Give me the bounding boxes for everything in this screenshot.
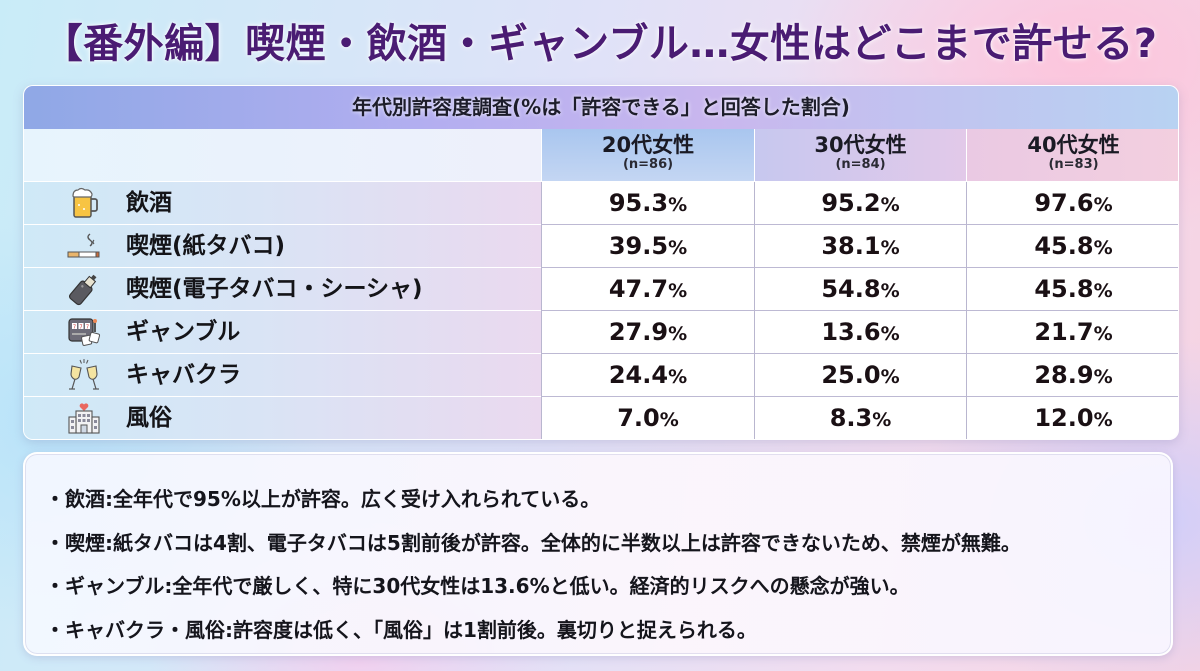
value-cell-20s: 7.0% — [541, 395, 754, 439]
value-cell-30s: 95.2% — [754, 182, 966, 225]
column-label: 40代女性 — [1027, 133, 1120, 157]
value-cell-30s: 8.3% — [754, 395, 966, 439]
value-cell-20s: 95.3% — [541, 182, 754, 225]
row-label: 喫煙(紙タバコ) — [126, 233, 286, 259]
row-label: ギャンブル — [126, 319, 241, 345]
value-cell-20s: 24.4% — [541, 352, 754, 397]
row-label: キャバクラ — [126, 362, 241, 388]
column-header-blank — [24, 129, 541, 181]
table-row: 飲酒 95.3% 95.2% 97.6% — [24, 181, 1178, 225]
column-label: 20代女性 — [601, 133, 695, 157]
table-row: 7 7 7 ギャンブル 27.9% 13.6% 21.7% — [24, 309, 1178, 354]
beer-mug-icon — [72, 187, 98, 218]
svg-text:7: 7 — [79, 325, 82, 331]
table-row: キャバクラ 24.4% 25.0% 28.9% — [24, 352, 1178, 397]
champagne-toast-icon — [69, 359, 99, 390]
summary-notes: ・飲酒:全年代で95%以上が許容。広く受け入れられている。 ・喫煙:紙タバコは4… — [23, 452, 1173, 656]
svg-text:7: 7 — [86, 325, 89, 331]
column-sample-size: (n=84) — [835, 157, 886, 172]
note-gambling: ・ギャンブル:全年代で厳しく、特に30代女性は13.6%と低い。経済的リスクへの… — [45, 574, 910, 598]
note-drinking: ・飲酒:全年代で95%以上が許容。広く受け入れられている。 — [45, 487, 601, 511]
table-row: 喫煙(紙タバコ) 39.5% 38.1% 45.8% — [24, 223, 1178, 268]
row-label-cell: 喫煙(電子タバコ・シーシャ) — [24, 268, 541, 311]
row-label-cell: 風俗 — [24, 397, 541, 439]
value-cell-40s: 12.0% — [966, 395, 1178, 439]
love-hotel-building-icon — [68, 403, 100, 434]
value-cell-30s: 54.8% — [754, 266, 966, 311]
column-header-40s: 40代女性 (n=83) — [966, 129, 1178, 181]
row-label: 喫煙(電子タバコ・シーシャ) — [126, 276, 423, 302]
column-header-20s: 20代女性 (n=86) — [541, 129, 754, 181]
column-sample-size: (n=83) — [1048, 157, 1099, 172]
page-title: 【番外編】喫煙・飲酒・ギャンブル…女性はどこまで許せる? — [42, 21, 1158, 67]
table-row: 喫煙(電子タバコ・シーシャ) 47.7% 54.8% 45.8% — [24, 266, 1178, 311]
note-cabaret-adult: ・キャバクラ・風俗:許容度は低く、「風俗」は1割前後。裏切りと捉えられる。 — [45, 617, 757, 642]
value-cell-20s: 47.7% — [541, 266, 754, 311]
value-cell-30s: 25.0% — [754, 352, 966, 397]
slot-machine-dice-icon: 7 7 7 — [68, 318, 101, 346]
column-label: 30代女性 — [814, 133, 907, 157]
column-sample-size: (n=86) — [622, 157, 674, 172]
cigarette-icon — [67, 233, 100, 258]
value-cell-30s: 13.6% — [754, 309, 966, 354]
value-cell-20s: 39.5% — [541, 223, 754, 268]
row-label-cell: 飲酒 — [24, 182, 541, 225]
table-header: 年代別許容度調査(%は「許容できる」と回答した割合) — [24, 86, 1178, 129]
value-cell-40s: 21.7% — [966, 309, 1178, 354]
row-label: 飲酒 — [126, 190, 172, 216]
svg-text:7: 7 — [73, 325, 76, 331]
table-body: 飲酒 95.3% 95.2% 97.6% 喫煙(紙タバコ) 39.5% 38.1… — [24, 181, 1178, 439]
row-label-cell: キャバクラ — [24, 354, 541, 397]
value-cell-20s: 27.9% — [541, 309, 754, 354]
value-cell-40s: 97.6% — [966, 182, 1178, 225]
column-header-30s: 30代女性 (n=84) — [754, 129, 966, 181]
value-cell-40s: 28.9% — [966, 352, 1178, 397]
value-cell-40s: 45.8% — [966, 266, 1178, 311]
column-header-row: 20代女性 (n=86) 30代女性 (n=84) 40代女性 (n=83) — [24, 129, 1178, 181]
vape-device-icon — [68, 274, 97, 306]
survey-table: 年代別許容度調査(%は「許容できる」と回答した割合) 20代女性 (n=86) … — [23, 85, 1179, 440]
row-label: 風俗 — [126, 405, 172, 431]
row-label-cell: 7 7 7 ギャンブル — [24, 311, 541, 354]
table-row: 風俗 7.0% 8.3% 12.0% — [24, 395, 1178, 439]
value-cell-40s: 45.8% — [966, 223, 1178, 268]
value-cell-30s: 38.1% — [754, 223, 966, 268]
row-label-cell: 喫煙(紙タバコ) — [24, 225, 541, 268]
note-smoking: ・喫煙:紙タバコは4割、電子タバコは5割前後が許容。全体的に半数以上は許容できな… — [45, 530, 1021, 555]
